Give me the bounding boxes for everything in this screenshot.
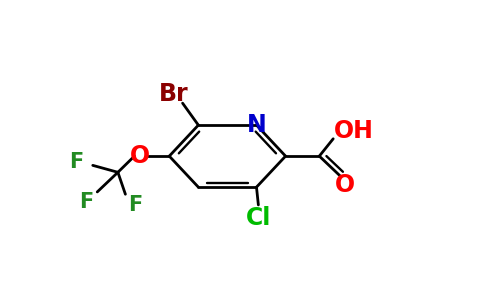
Text: Cl: Cl (246, 206, 271, 230)
Text: O: O (130, 144, 150, 168)
Text: F: F (79, 192, 93, 212)
Text: N: N (247, 113, 266, 137)
Text: F: F (70, 152, 84, 172)
Text: OH: OH (334, 119, 374, 143)
Text: Br: Br (158, 82, 188, 106)
Text: O: O (334, 172, 354, 197)
Text: F: F (128, 195, 142, 214)
